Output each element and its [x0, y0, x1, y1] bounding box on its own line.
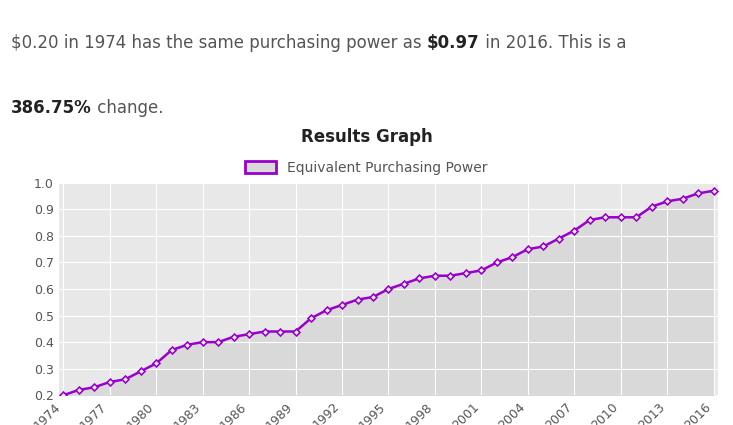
Text: $0.97: $0.97: [427, 34, 479, 52]
Text: in 2016. This is a: in 2016. This is a: [479, 34, 626, 52]
Text: change.: change.: [92, 99, 163, 117]
Text: 386.75%: 386.75%: [11, 99, 92, 117]
Text: Results Graph: Results Graph: [301, 128, 432, 146]
Legend: Equivalent Purchasing Power: Equivalent Purchasing Power: [240, 155, 493, 181]
Text: $0.20 in 1974 has the same purchasing power as: $0.20 in 1974 has the same purchasing po…: [11, 34, 427, 52]
